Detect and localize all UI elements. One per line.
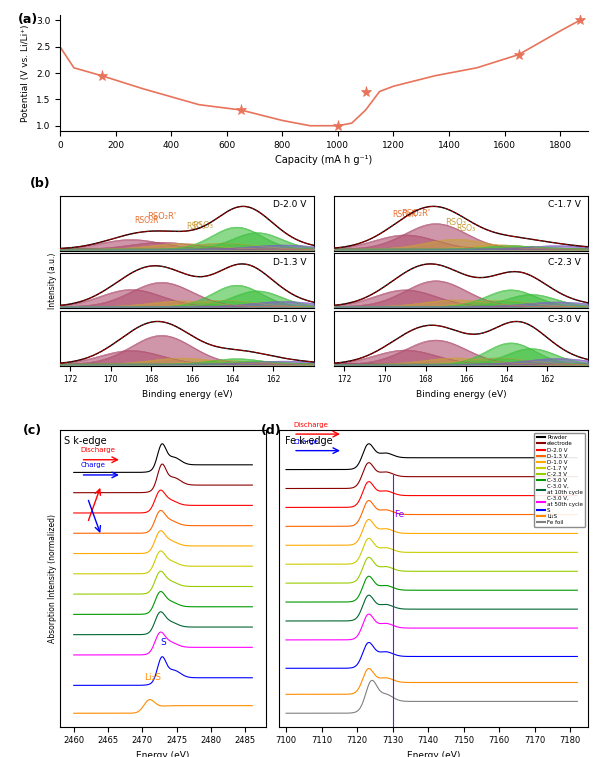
Y-axis label: Potential (V vs. Li/Li⁺): Potential (V vs. Li/Li⁺) [22, 24, 31, 122]
Text: Fe: Fe [394, 510, 404, 519]
Text: D-2.0 V: D-2.0 V [273, 200, 306, 209]
Text: RSO₂R': RSO₂R' [401, 210, 430, 218]
Text: RSO₃: RSO₃ [187, 222, 206, 231]
Text: RSO₃: RSO₃ [445, 218, 467, 227]
Text: C-3.0 V: C-3.0 V [548, 315, 580, 324]
Text: D-1.3 V: D-1.3 V [273, 257, 306, 266]
Text: C-1.7 V: C-1.7 V [548, 200, 580, 209]
Text: (c): (c) [23, 425, 42, 438]
Text: RSO₃: RSO₃ [191, 221, 212, 230]
Text: Li₂S: Li₂S [144, 673, 161, 682]
X-axis label: Capacity (mA h g⁻¹): Capacity (mA h g⁻¹) [275, 155, 373, 165]
Text: RSO₂R': RSO₂R' [134, 216, 161, 225]
Text: Charge: Charge [80, 463, 106, 469]
Text: Charge: Charge [293, 438, 318, 444]
X-axis label: Energy (eV): Energy (eV) [136, 751, 190, 757]
Text: S k-edge: S k-edge [64, 436, 107, 446]
Text: Fe k-edge: Fe k-edge [285, 436, 333, 446]
Text: S: S [160, 638, 166, 646]
Legend: Powder, electrode, D-2.0 V, D-1.3 V, D-1.0 V, C-1.7 V, C-2.3 V, C-3.0 V, C-3.0 V: Powder, electrode, D-2.0 V, D-1.3 V, D-1… [535, 433, 585, 528]
X-axis label: Binding energy (eV): Binding energy (eV) [142, 390, 232, 399]
Text: D-1.0 V: D-1.0 V [273, 315, 306, 324]
Text: Discharge: Discharge [293, 422, 328, 428]
X-axis label: Binding energy (eV): Binding energy (eV) [416, 390, 506, 399]
Text: C-2.3 V: C-2.3 V [548, 257, 580, 266]
Text: RSO₃: RSO₃ [457, 224, 476, 233]
Text: Discharge: Discharge [80, 447, 115, 453]
Y-axis label: Absorption Intensity (normalized): Absorption Intensity (normalized) [48, 514, 57, 643]
Text: RSO₂R': RSO₂R' [392, 210, 419, 219]
Text: (a): (a) [18, 13, 38, 26]
Text: RSO₂R': RSO₂R' [147, 213, 176, 221]
X-axis label: Energy (eV): Energy (eV) [407, 751, 460, 757]
Text: (b): (b) [29, 176, 50, 189]
Y-axis label: Intensity (a.u.): Intensity (a.u.) [48, 253, 57, 309]
Text: (d): (d) [260, 425, 281, 438]
